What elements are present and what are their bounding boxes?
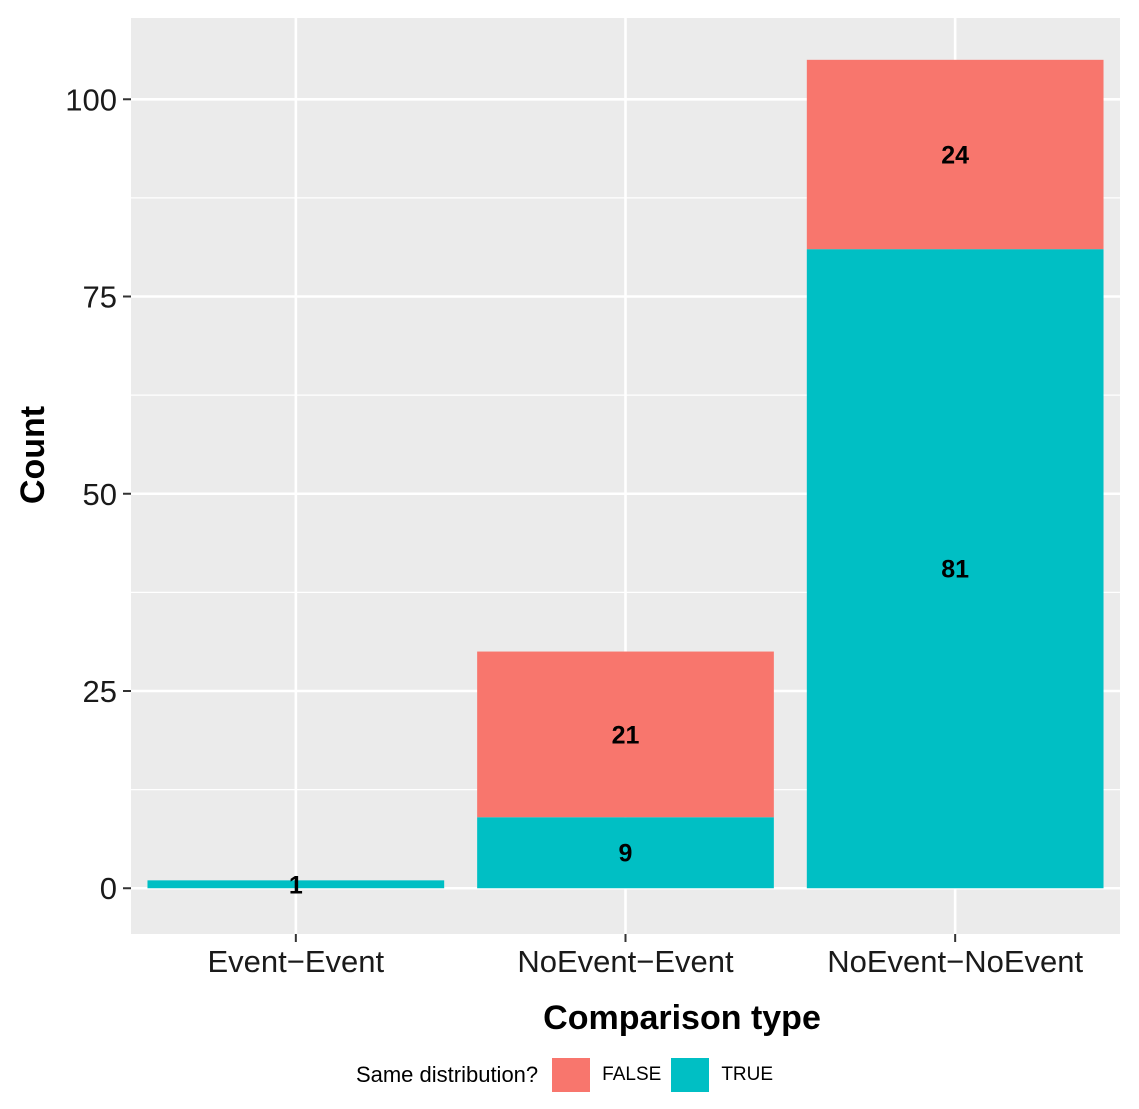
x-axis-title: Comparison type [543,999,821,1037]
legend-title: Same distribution? [355,1062,539,1087]
data-labels: 1 9 81 21 24 [289,141,969,899]
data-label: 24 [941,141,969,169]
y-tick-label: 25 [83,674,117,709]
legend: Same distribution? FALSE TRUE [0,1053,1139,1097]
data-label: 21 [612,721,640,749]
y-tick-label: 50 [83,477,117,512]
y-tick-label: 0 [100,871,117,906]
data-label: 81 [941,556,969,584]
data-label: 1 [289,871,303,899]
y-axis-title: Count [14,406,52,504]
bar-false [477,651,774,818]
bar-true [147,880,445,889]
legend-label-true: TRUE [721,1064,774,1085]
data-label: 9 [619,840,633,868]
bar-true [806,249,1104,889]
bar-true [477,817,774,889]
y-axis: 0 25 50 75 100 [65,82,131,906]
legend-label-false: FALSE [602,1064,662,1085]
x-tick-label: NoEvent−Event [517,944,734,979]
x-tick-label: NoEvent−NoEvent [827,944,1083,979]
bar-chart: 1 9 81 21 24 0 25 50 75 100 Event−Event NoEvent−E… [14,18,1120,1037]
x-tick-label: Event−Event [208,944,385,979]
legend-key-true [671,1058,710,1092]
x-axis: Event−Event NoEvent−Event NoEvent−NoEvent [208,934,1084,979]
legend-key-false [552,1058,591,1092]
bars [147,59,1104,889]
y-tick-label: 100 [65,82,117,117]
bar-false [806,59,1104,250]
y-tick-label: 75 [83,280,117,315]
